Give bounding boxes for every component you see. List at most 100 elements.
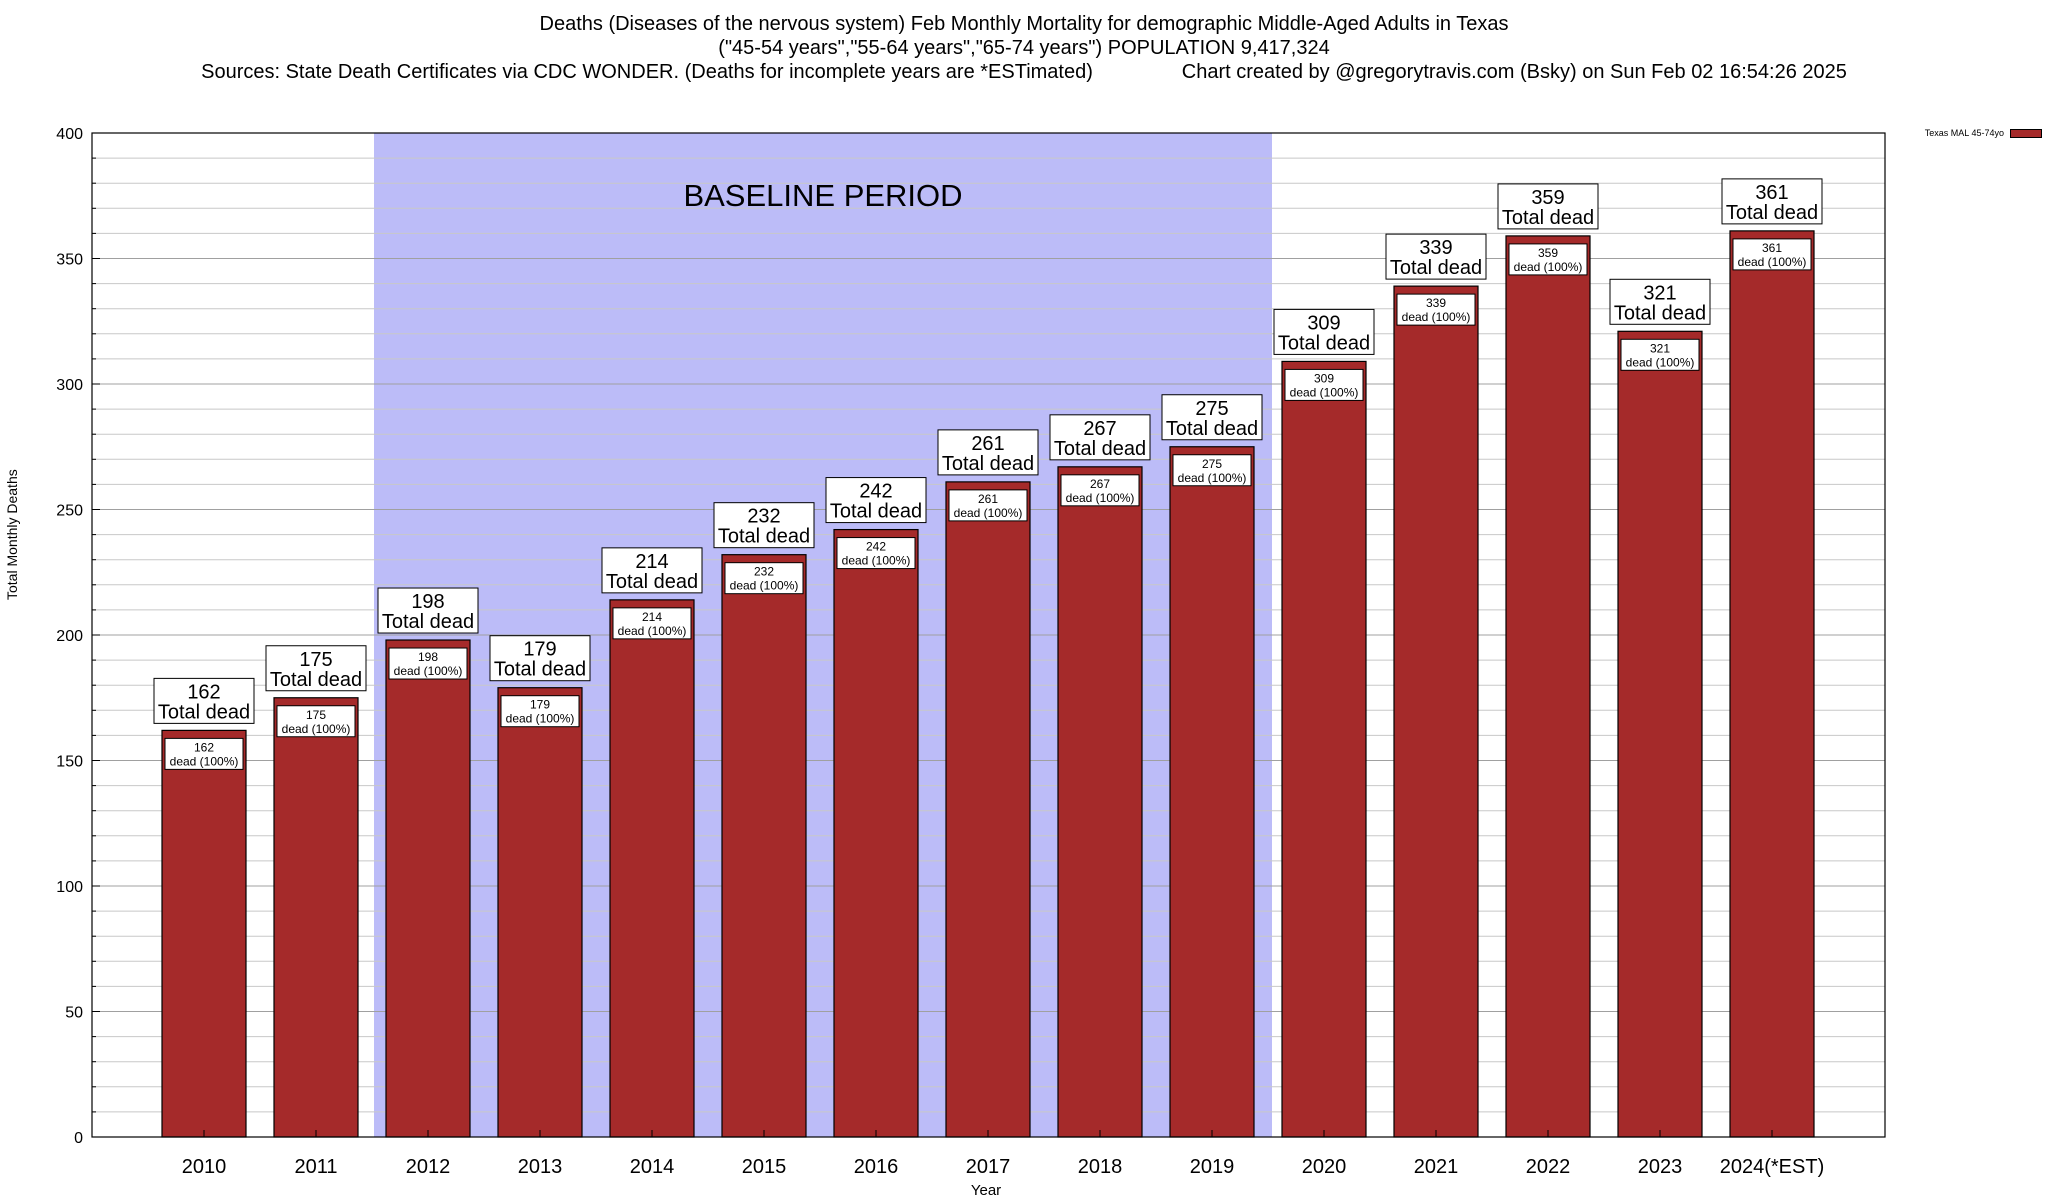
bar-total-value: 162 <box>187 681 220 703</box>
chart-title: Deaths (Diseases of the nervous system) … <box>539 13 1509 35</box>
legend-label: Texas MAL 45-74yo <box>1924 128 2004 138</box>
bar-inner-label: dead (100%) <box>170 754 239 768</box>
bar-inner-value: 309 <box>1314 371 1334 385</box>
bar-total-value: 321 <box>1643 282 1676 304</box>
y-tick-label: 0 <box>74 1130 83 1147</box>
plot-frame <box>91 132 1886 1138</box>
x-tick-label: 2016 <box>854 1156 899 1178</box>
bar-total-label-box <box>1721 178 1823 225</box>
bar-total-label: Total dead <box>1054 438 1146 460</box>
legend-swatch <box>2010 128 2042 138</box>
bar-total-value: 267 <box>1083 418 1116 440</box>
bar-total-value: 339 <box>1419 237 1452 259</box>
bar-inner-label: dead (100%) <box>394 664 463 678</box>
bar-inner-label-box <box>388 647 468 680</box>
bar-total-label: Total dead <box>830 501 922 523</box>
bar-inner-label-box <box>724 562 804 595</box>
y-tick-label: 300 <box>56 377 83 394</box>
bar-total-label: Total dead <box>606 571 698 593</box>
bar-inner-label-box <box>1508 243 1588 276</box>
bar-total-label-box <box>825 477 927 524</box>
bar <box>1057 466 1143 1138</box>
bar-total-value: 214 <box>635 551 668 573</box>
x-tick-label: 2022 <box>1526 1156 1571 1178</box>
bar-inner-label-box <box>1060 474 1140 507</box>
bar <box>1393 285 1479 1138</box>
bar-inner-value: 361 <box>1762 241 1782 255</box>
bar-total-label-box <box>1161 394 1263 441</box>
bar-inner-label: dead (100%) <box>1178 471 1247 485</box>
bar-total-label: Total dead <box>1390 257 1482 279</box>
bar-total-label-box <box>937 429 1039 476</box>
bar-inner-value: 339 <box>1426 296 1446 310</box>
bar-total-label-box <box>1609 278 1711 325</box>
bar-total-label-box <box>1497 183 1599 230</box>
bar <box>161 729 247 1138</box>
x-tick-label: 2014 <box>630 1156 675 1178</box>
bar-inner-value: 359 <box>1538 246 1558 260</box>
bar-inner-value: 232 <box>754 565 774 579</box>
bar-inner-label: dead (100%) <box>1066 491 1135 505</box>
x-tick-label: 2019 <box>1190 1156 1235 1178</box>
y-tick-label: 100 <box>56 879 83 896</box>
bar-total-label: Total dead <box>158 701 250 723</box>
y-tick-label: 400 <box>56 126 83 143</box>
bar-inner-label: dead (100%) <box>1290 385 1359 399</box>
bar-inner-label-box <box>1284 368 1364 401</box>
bar-inner-label-box <box>164 737 244 770</box>
y-tick-label: 350 <box>56 252 83 269</box>
bar-inner-label: dead (100%) <box>1514 260 1583 274</box>
bar-inner-value: 175 <box>306 708 326 722</box>
bar-total-label-box <box>1049 414 1151 461</box>
bar-inner-label-box <box>1396 293 1476 326</box>
bar <box>1505 235 1591 1138</box>
bar-total-value: 198 <box>411 591 444 613</box>
bar-inner-label: dead (100%) <box>730 579 799 593</box>
bar-total-label: Total dead <box>1166 418 1258 440</box>
y-axis-label: Total Monthly Deaths <box>4 469 20 600</box>
bar-inner-label: dead (100%) <box>1738 255 1807 269</box>
bar <box>273 697 359 1138</box>
bar-total-label: Total dead <box>1502 207 1594 229</box>
bar-inner-value: 242 <box>866 540 886 554</box>
bar-total-label-box <box>713 502 815 549</box>
bar-inner-label: dead (100%) <box>506 712 575 726</box>
x-axis-label: Year <box>970 1182 1002 1199</box>
chart-source-line: Sources: State Death Certificates via CD… <box>201 61 1847 83</box>
bar-inner-value: 275 <box>1202 457 1222 471</box>
bar <box>497 687 583 1138</box>
bar-inner-value: 321 <box>1650 341 1670 355</box>
bar-total-label: Total dead <box>942 453 1034 475</box>
y-tick-label: 250 <box>56 503 83 520</box>
bar-inner-label-box <box>1172 454 1252 487</box>
x-tick-label: 2020 <box>1302 1156 1347 1178</box>
bar <box>721 554 807 1138</box>
legend: Texas MAL 45-74yo <box>1925 128 2042 138</box>
bar-inner-label: dead (100%) <box>954 506 1023 520</box>
bar <box>1729 230 1815 1138</box>
bar-inner-label: dead (100%) <box>618 624 687 638</box>
bar-total-label: Total dead <box>1614 302 1706 324</box>
bar <box>1617 330 1703 1138</box>
x-tick-label: 2023 <box>1638 1156 1683 1178</box>
bar-inner-value: 162 <box>194 740 214 754</box>
bar-total-value: 242 <box>859 481 892 503</box>
bar-total-value: 275 <box>1195 398 1228 420</box>
bar-total-label-box <box>1385 233 1487 280</box>
bar-total-value: 232 <box>747 506 780 528</box>
bar <box>1281 360 1367 1138</box>
bar-total-label-box <box>377 587 479 634</box>
bar <box>609 599 695 1138</box>
bar-total-value: 179 <box>523 639 556 661</box>
bar-inner-label: dead (100%) <box>1402 310 1471 324</box>
bar <box>833 528 919 1138</box>
bar-inner-label-box <box>276 705 356 738</box>
bar-inner-label-box <box>1732 238 1812 271</box>
bar-inner-label: dead (100%) <box>842 554 911 568</box>
bar-inner-label-box <box>948 489 1028 522</box>
x-tick-label: 2011 <box>294 1156 337 1178</box>
x-tick-label: 2021 <box>1414 1156 1459 1178</box>
bar-total-label: Total dead <box>494 659 586 681</box>
x-tick-label: 2013 <box>518 1156 563 1178</box>
bar-inner-value: 179 <box>530 698 550 712</box>
